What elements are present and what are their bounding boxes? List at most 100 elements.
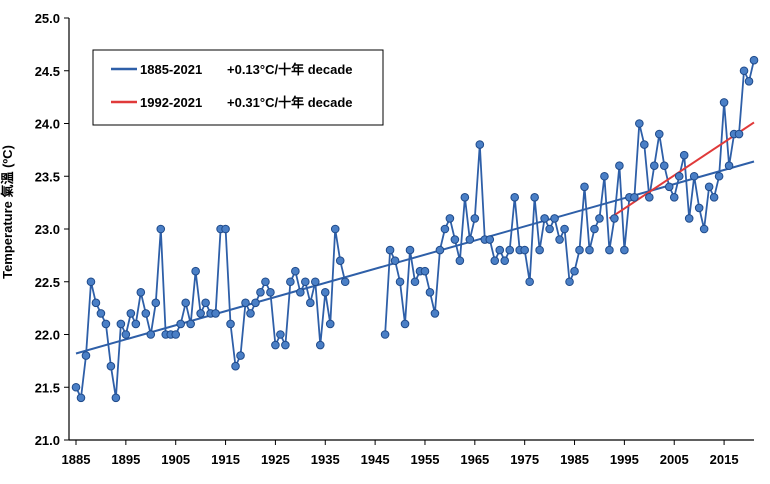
data-point <box>201 298 210 308</box>
data-point <box>654 129 664 139</box>
data-point <box>231 361 240 371</box>
data-point <box>286 277 295 287</box>
y-tick-label: 22.5 <box>35 275 60 290</box>
data-point <box>320 288 330 297</box>
data-point <box>724 161 734 170</box>
data-point <box>81 351 91 360</box>
data-point <box>226 319 235 329</box>
y-axis-label: Temperature 氣溫 (ºC) <box>0 145 15 279</box>
data-point <box>256 288 265 297</box>
x-tick-label: 2005 <box>660 452 689 467</box>
data-point <box>485 235 495 244</box>
data-point <box>749 55 759 65</box>
data-point <box>296 288 305 297</box>
data-point <box>550 214 559 223</box>
data-point <box>236 351 245 360</box>
data-point <box>405 245 415 255</box>
data-point <box>186 319 195 329</box>
data-point <box>570 266 579 276</box>
x-tick-label: 1905 <box>161 452 190 467</box>
y-tick-label: 22.0 <box>35 328 60 343</box>
data-point <box>136 288 146 297</box>
data-point <box>694 203 704 213</box>
data-point <box>505 245 515 255</box>
data-point <box>495 245 505 255</box>
data-point <box>600 171 609 181</box>
data-point <box>96 309 106 318</box>
y-tick-label: 24.0 <box>35 117 60 132</box>
data-point <box>575 245 584 255</box>
x-tick-label: 2015 <box>710 452 739 467</box>
data-point <box>689 171 699 181</box>
data-point <box>664 182 674 192</box>
y-ticks: 21.0 21.5 22.0 22.5 23.0 23.5 24.0 24.5 25.0 <box>35 11 69 448</box>
data-point <box>605 245 614 255</box>
data-point <box>221 224 230 234</box>
y-tick-label: 21.5 <box>35 380 60 395</box>
data-point <box>156 224 166 234</box>
data-point <box>385 245 395 255</box>
data-point <box>535 245 544 255</box>
data-point <box>171 330 181 339</box>
data-point <box>645 193 654 202</box>
data-point <box>679 150 689 160</box>
data-point <box>630 193 639 202</box>
data-point <box>330 224 340 234</box>
data-point <box>590 224 599 234</box>
data-point <box>714 171 724 181</box>
data-point <box>251 298 260 308</box>
data-point <box>126 309 136 318</box>
data-point <box>116 319 126 329</box>
data-point <box>86 277 96 287</box>
data-point <box>684 214 694 223</box>
data-point <box>111 393 121 403</box>
y-tick-label: 23.0 <box>35 222 60 237</box>
y-tick-label: 25.0 <box>35 11 60 26</box>
data-point <box>196 309 205 318</box>
data-point <box>560 224 569 234</box>
data-point <box>380 330 390 339</box>
series-line-segment <box>384 59 755 335</box>
data-point <box>241 298 250 308</box>
data-point <box>490 256 500 265</box>
data-point <box>719 98 729 107</box>
x-tick-label: 1925 <box>261 452 290 467</box>
data-point <box>121 330 131 339</box>
data-point <box>181 298 190 308</box>
data-point <box>475 140 485 149</box>
data-point <box>440 224 450 234</box>
data-point <box>281 340 290 350</box>
data-point <box>585 245 594 255</box>
legend: 1885-2021 +0.13°C/十年 decade 1992-2021 +0… <box>92 49 384 126</box>
data-point <box>261 277 270 287</box>
data-point <box>246 309 255 318</box>
data-point <box>101 319 111 329</box>
data-point <box>310 277 320 287</box>
data-point <box>699 224 709 234</box>
data-point <box>315 340 325 350</box>
data-point <box>395 277 405 287</box>
data-point <box>271 340 280 350</box>
legend-label-recent-trend: 1992-2021 <box>140 95 202 110</box>
data-point <box>649 161 659 170</box>
data-point <box>301 277 310 287</box>
data-point <box>580 182 589 192</box>
legend-rate-long-trend: +0.13°C/十年 decade <box>227 62 353 77</box>
data-point <box>555 235 564 244</box>
data-point <box>266 288 275 297</box>
data-point <box>510 193 520 202</box>
legend-rate-recent-trend: +0.31°C/十年 decade <box>227 95 353 110</box>
data-point <box>470 214 480 223</box>
data-point <box>445 214 455 223</box>
legend-label-long-trend: 1885-2021 <box>140 62 202 77</box>
data-point <box>450 235 460 244</box>
data-point <box>76 393 86 403</box>
data-point <box>674 171 684 181</box>
x-ticks: 1885 1895 1905 1915 1925 1935 1945 1955 1965 1975… <box>62 440 739 467</box>
data-point <box>744 77 754 86</box>
data-point <box>146 330 156 339</box>
data-point <box>420 266 430 276</box>
legend-box <box>92 49 384 126</box>
trend-lines <box>75 121 755 355</box>
data-point <box>545 224 554 234</box>
